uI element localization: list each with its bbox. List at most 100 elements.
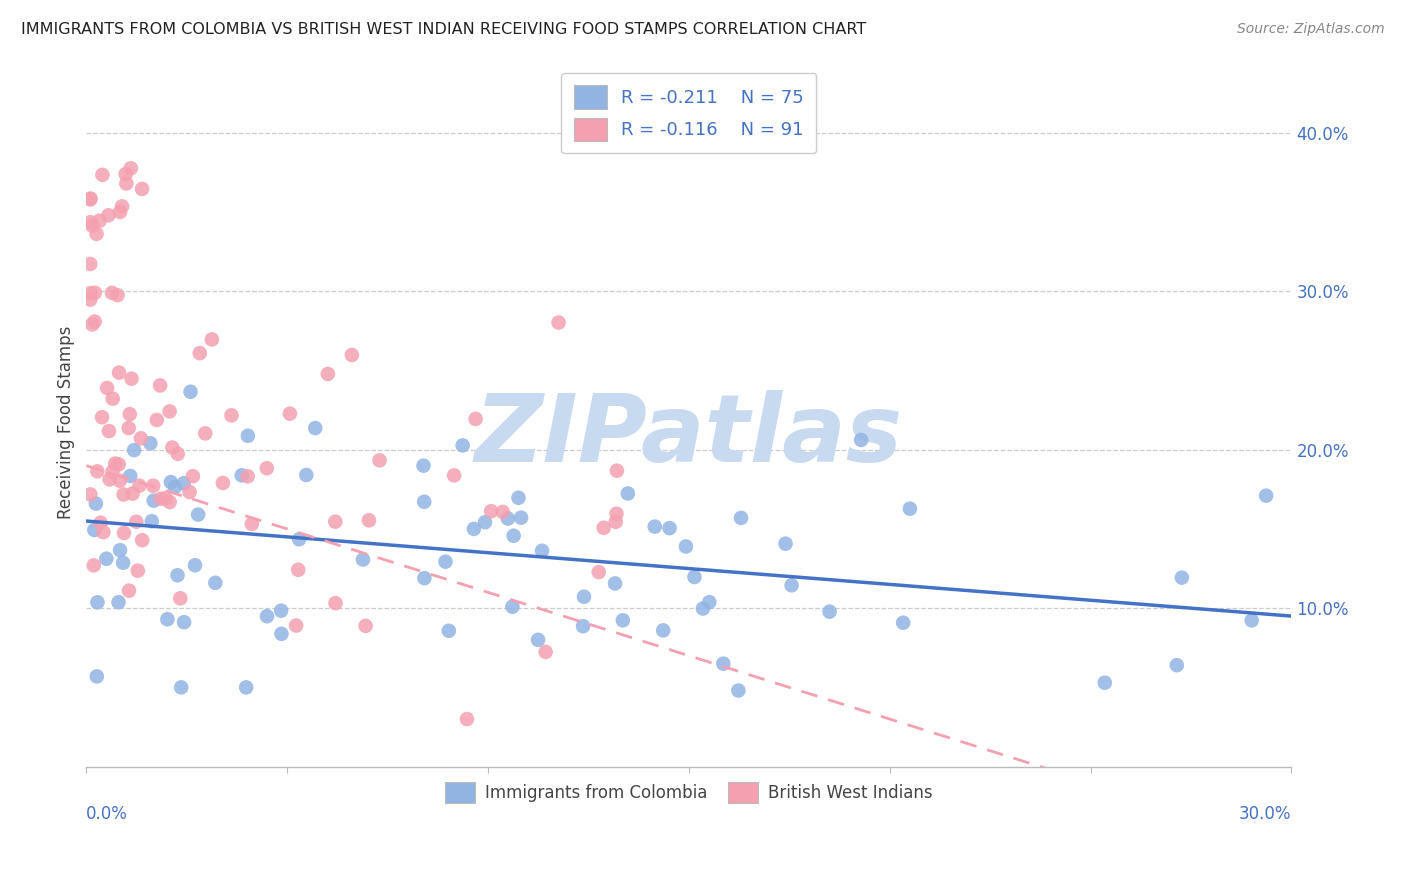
Point (492, 505, 515, 519)
Point (352, 552, 374, 566)
Point (464, 412, 486, 426)
Point (474, 515, 496, 529)
Point (236, 429, 259, 443)
Point (120, 469, 142, 483)
Point (304, 421, 326, 435)
Point (111, 199, 134, 213)
Point (159, 404, 181, 418)
Point (612, 613, 634, 627)
Point (79, 293, 101, 307)
Point (1240, 614, 1263, 628)
Point (118, 407, 141, 421)
Point (285, 618, 308, 632)
Point (605, 507, 627, 521)
Text: Source: ZipAtlas.com: Source: ZipAtlas.com (1237, 22, 1385, 37)
Point (179, 384, 201, 399)
Point (79, 257, 101, 271)
Legend: Immigrants from Colombia, British West Indians: Immigrants from Colombia, British West I… (439, 775, 939, 810)
Point (727, 683, 749, 698)
Point (711, 657, 734, 671)
Point (101, 392, 124, 406)
Point (188, 346, 211, 360)
Point (278, 407, 301, 421)
Point (323, 515, 346, 529)
Point (295, 468, 318, 483)
Point (120, 161, 142, 176)
Point (149, 378, 172, 392)
Point (129, 431, 152, 445)
Point (437, 624, 460, 638)
Point (891, 615, 914, 630)
Point (775, 536, 797, 550)
Point (82, 318, 104, 332)
Point (652, 624, 675, 638)
Point (86, 227, 108, 241)
Point (173, 476, 195, 491)
Point (508, 491, 530, 505)
Point (412, 458, 434, 473)
Point (128, 478, 150, 492)
Point (527, 632, 550, 647)
Point (122, 443, 145, 458)
Point (204, 575, 226, 590)
Point (162, 441, 184, 455)
Point (502, 529, 524, 543)
Point (114, 167, 136, 181)
Point (79, 192, 101, 206)
Point (79, 215, 101, 229)
Point (166, 568, 188, 582)
Point (588, 565, 610, 579)
Point (125, 515, 148, 529)
Point (456, 712, 478, 726)
Point (107, 595, 129, 609)
Point (617, 486, 640, 500)
Text: 30.0%: 30.0% (1239, 805, 1292, 823)
Point (96, 381, 118, 395)
Point (340, 348, 363, 362)
Point (270, 604, 292, 618)
Point (675, 540, 697, 554)
Point (91, 168, 114, 182)
Point (108, 205, 131, 219)
Point (592, 521, 614, 535)
Point (159, 495, 181, 509)
Point (91, 410, 114, 425)
Point (146, 413, 169, 427)
Point (173, 615, 195, 630)
Point (1094, 675, 1116, 690)
Point (149, 491, 172, 506)
Point (86, 595, 108, 609)
Point (605, 515, 627, 529)
Point (898, 501, 921, 516)
Point (118, 583, 141, 598)
Point (683, 570, 706, 584)
Point (169, 591, 191, 606)
Point (107, 458, 129, 472)
Point (316, 367, 339, 381)
Point (235, 681, 257, 695)
Point (354, 619, 377, 633)
Text: IMMIGRANTS FROM COLOMBIA VS BRITISH WEST INDIAN RECEIVING FOOD STAMPS CORRELATIO: IMMIGRANTS FROM COLOMBIA VS BRITISH WEST… (21, 22, 866, 37)
Point (155, 491, 177, 506)
Point (121, 372, 143, 386)
Point (83, 523, 105, 537)
Point (501, 599, 523, 614)
Point (240, 516, 263, 531)
Point (104, 457, 127, 471)
Point (139, 436, 162, 450)
Point (142, 493, 165, 508)
Point (142, 479, 165, 493)
Point (603, 576, 626, 591)
Point (179, 485, 201, 500)
Point (288, 533, 311, 547)
Point (112, 487, 135, 501)
Point (96, 551, 118, 566)
Point (89, 213, 111, 227)
Point (79, 286, 101, 301)
Point (531, 543, 554, 558)
Point (107, 288, 129, 302)
Point (479, 504, 502, 518)
Point (184, 558, 207, 573)
Point (127, 564, 149, 578)
Point (212, 475, 235, 490)
